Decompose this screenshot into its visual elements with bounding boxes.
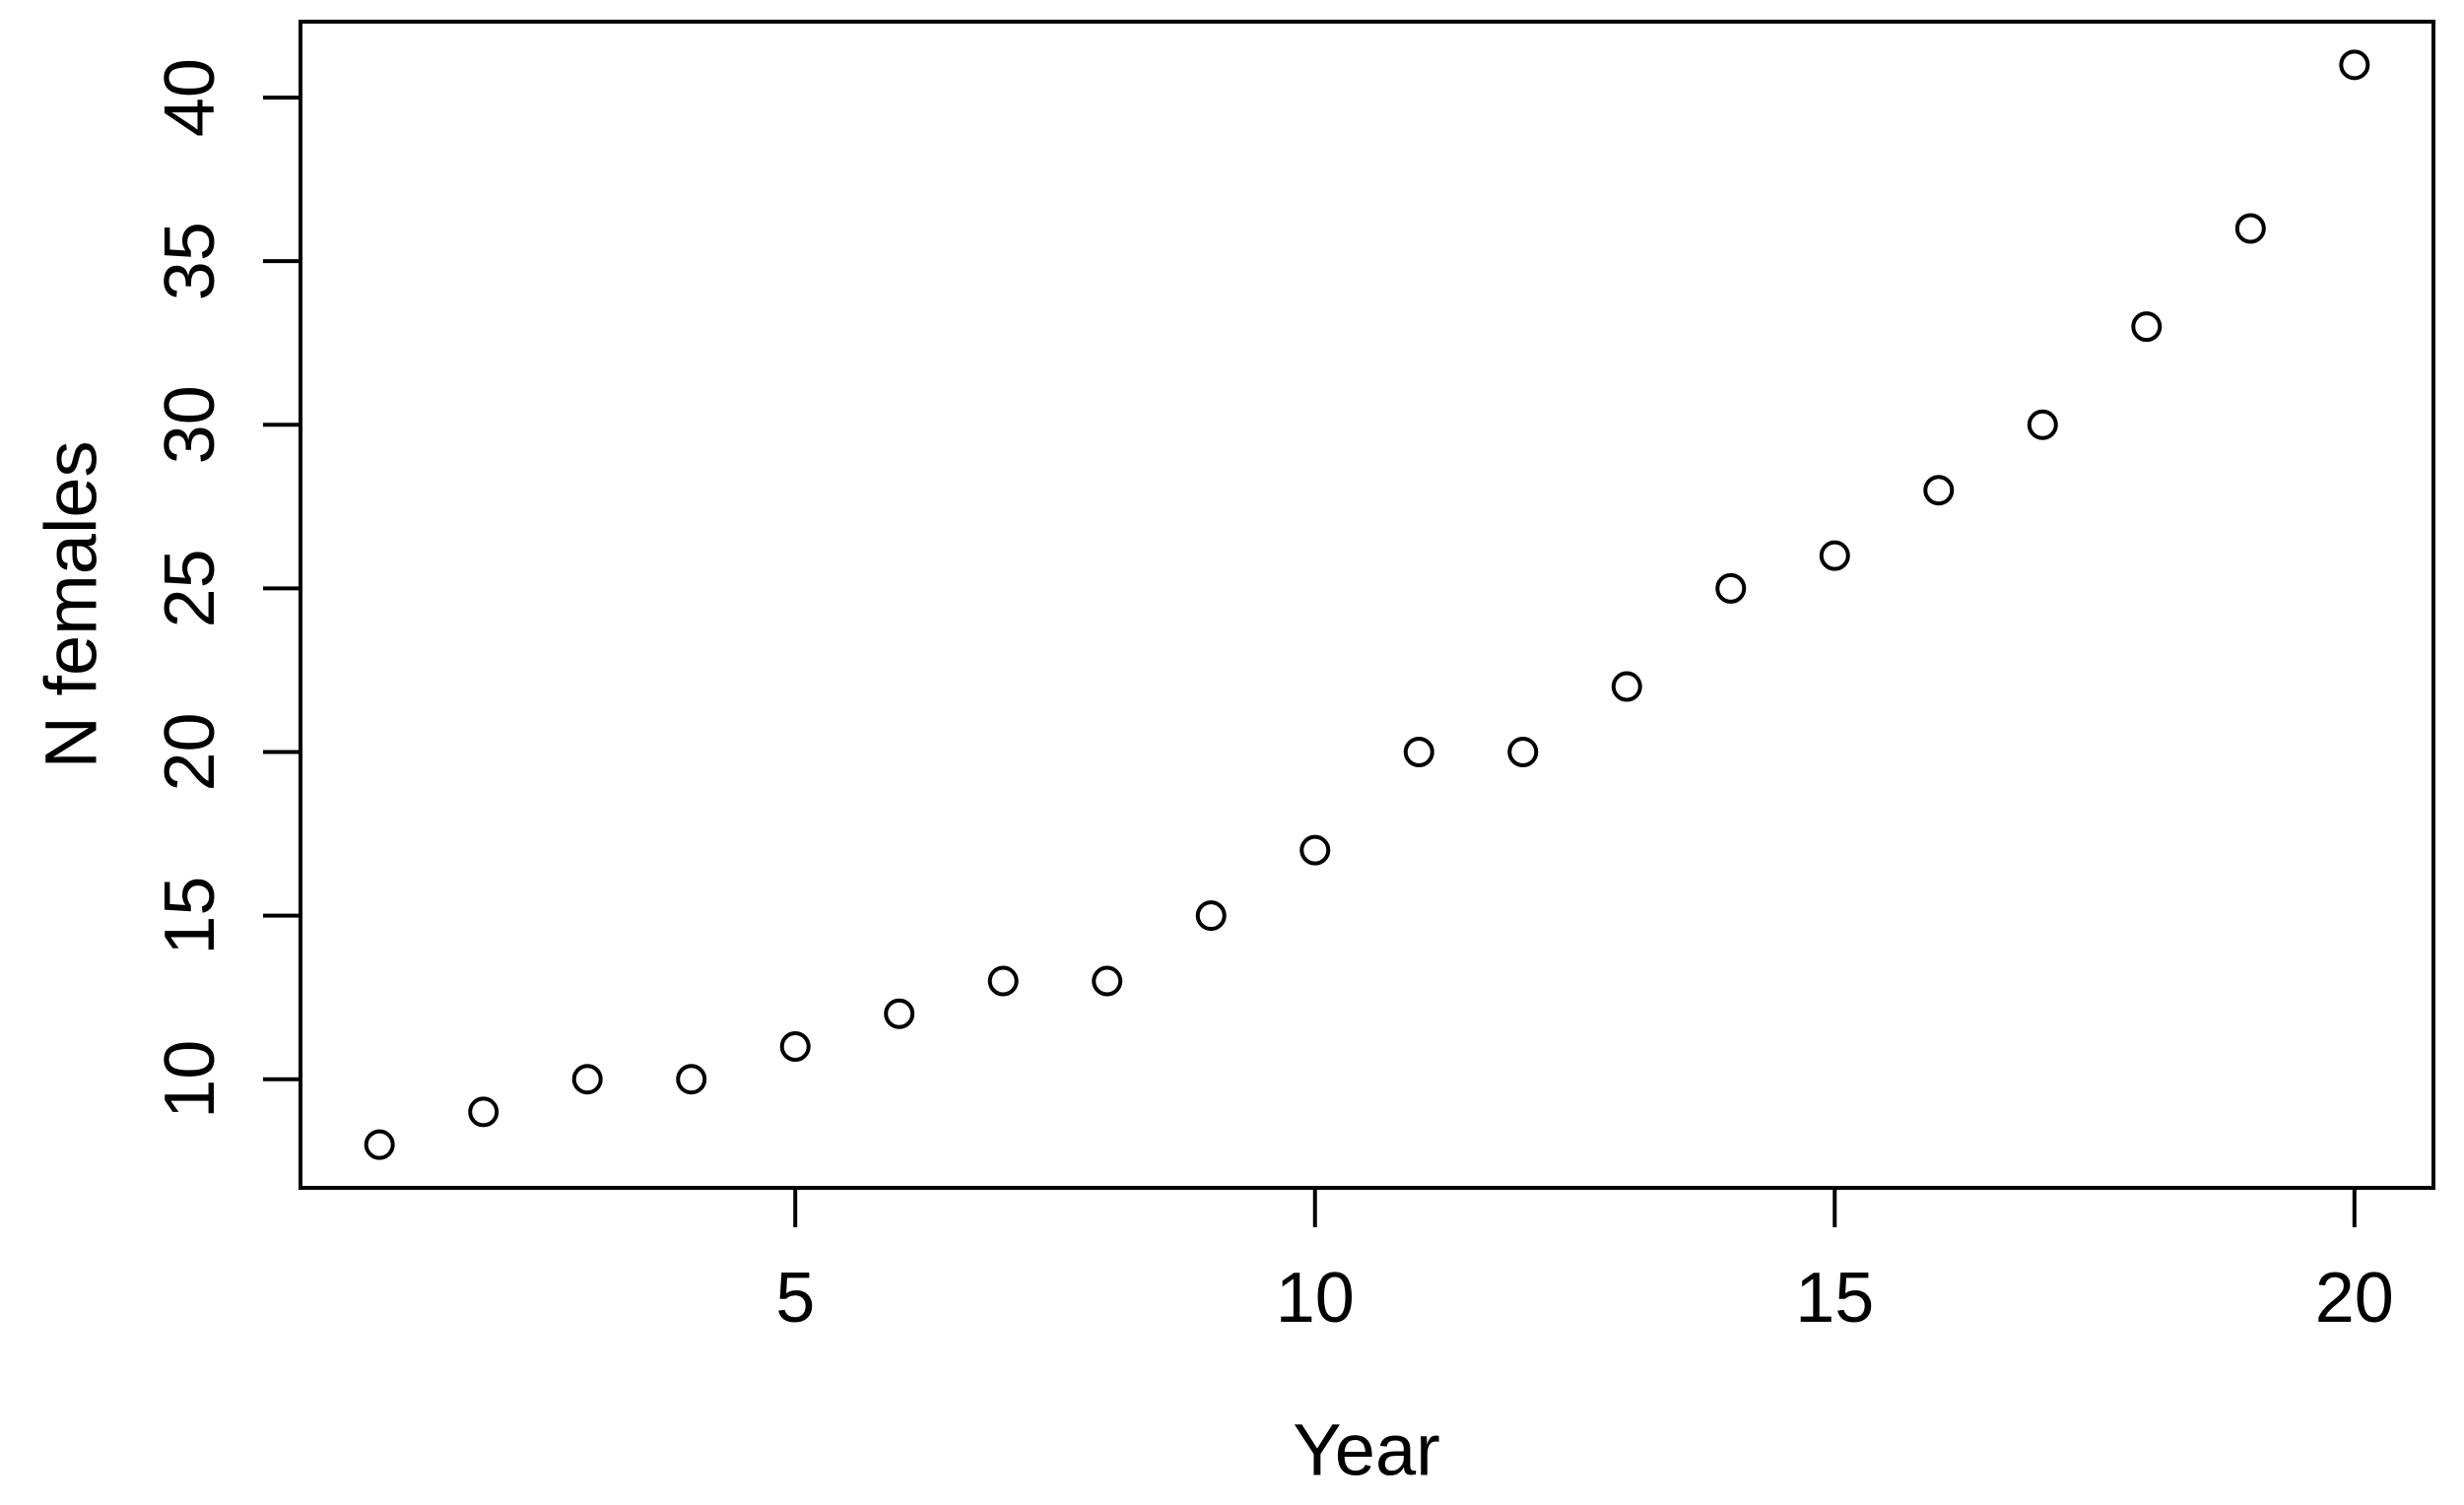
x-tick-label: 5 — [775, 1259, 815, 1338]
data-point-year-20 — [2339, 49, 2370, 81]
data-point-year-6 — [884, 998, 915, 1029]
plot-border — [299, 20, 2435, 1190]
x-axis-ticks: 5 10 15 20 — [775, 1188, 2394, 1338]
data-point-year-5 — [779, 1030, 811, 1062]
data-point-year-9 — [1195, 900, 1227, 932]
data-point-year-1 — [364, 1129, 395, 1160]
y-tick-label: 15 — [151, 877, 230, 955]
data-point-year-3 — [571, 1064, 603, 1095]
y-axis-title: N females — [31, 440, 112, 768]
data-point-year-8 — [1092, 965, 1123, 997]
y-tick-label: 20 — [151, 712, 230, 791]
y-tick-label: 10 — [151, 1040, 230, 1119]
data-point-year-14 — [1715, 572, 1747, 604]
x-axis-title: Year — [1293, 1409, 1440, 1491]
y-tick-label: 30 — [151, 385, 230, 464]
x-tick-label: 20 — [2315, 1259, 2394, 1338]
data-point-year-7 — [987, 965, 1019, 997]
data-point-year-17 — [2027, 409, 2058, 440]
y-axis-ticks: 10 15 20 25 30 35 40 — [151, 58, 300, 1119]
data-point-year-16 — [1923, 475, 1955, 506]
x-tick-label: 15 — [1795, 1259, 1874, 1338]
data-point-year-10 — [1299, 834, 1331, 866]
data-point-year-19 — [2234, 213, 2266, 244]
y-tick-label: 35 — [151, 222, 230, 300]
x-tick-label: 10 — [1276, 1259, 1355, 1338]
data-point-year-18 — [2131, 311, 2163, 343]
y-tick-label: 25 — [151, 549, 230, 627]
data-points — [364, 49, 2370, 1160]
y-tick-label: 40 — [151, 58, 230, 137]
data-point-year-11 — [1403, 736, 1434, 767]
data-point-year-13 — [1611, 671, 1642, 702]
data-point-year-2 — [468, 1096, 499, 1128]
data-point-year-12 — [1507, 736, 1539, 767]
data-point-year-15 — [1819, 540, 1850, 571]
data-point-year-4 — [676, 1064, 707, 1095]
